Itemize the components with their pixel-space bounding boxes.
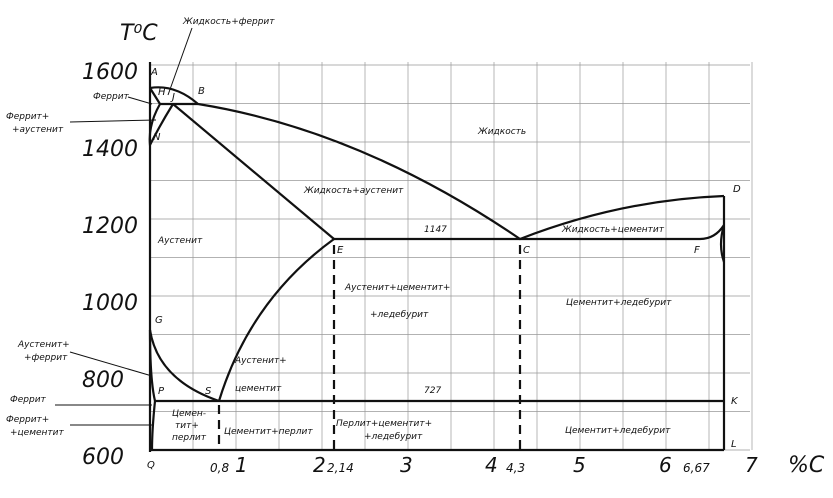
temperature-label: 727 (424, 386, 441, 396)
point-label: H (158, 87, 166, 98)
region-label: Феррит (93, 92, 130, 102)
region-label: цементит (235, 384, 282, 394)
region-label: Цементит+ледебурит (566, 298, 672, 308)
point-label: E (337, 245, 344, 256)
point-label: F (694, 245, 700, 256)
point-label: L (731, 439, 737, 450)
x-tick-label: 4 (485, 453, 498, 477)
point-label: Q (147, 460, 155, 471)
x-tick-label: 2 (313, 453, 326, 477)
x-tick-label: 6 (659, 453, 672, 477)
point-labels: A H J B N E C D F G S P K Q L (147, 67, 741, 471)
x-tick-label: 0,8 (210, 461, 229, 475)
point-label: A (150, 67, 158, 78)
temperature-label: 1147 (424, 225, 447, 235)
y-ticks: 1600 1400 1200 1000 800 600 (82, 60, 138, 470)
region-label: Феррит+ (6, 415, 49, 425)
region-label: Аустенит+ (234, 356, 287, 366)
point-label: D (733, 184, 741, 195)
leader-lines (55, 27, 193, 426)
x-axis-label: %C (788, 453, 825, 478)
region-label: Аустенит+цементит+ (344, 283, 450, 293)
point-label: N (153, 132, 161, 143)
region-label: тит+ (175, 421, 199, 431)
point-label: J (170, 92, 175, 103)
point-label: S (205, 386, 212, 397)
region-label: Цементит+ледебурит (565, 426, 671, 436)
phase-lines (148, 62, 726, 452)
y-tick-label: 800 (82, 368, 124, 393)
point-label: P (158, 386, 165, 397)
region-label: +ледебурит (364, 432, 423, 442)
region-label: +ледебурит (370, 310, 429, 320)
x-tick-label: 3 (400, 453, 413, 477)
region-label: Феррит (10, 395, 47, 405)
y-tick-label: 1200 (82, 214, 138, 239)
region-label: +аустенит (12, 125, 64, 135)
point-label: C (523, 245, 530, 256)
y-tick-label: 1000 (82, 291, 138, 316)
region-label: Цементит+перлит (224, 427, 313, 437)
region-label: Жидкость+феррит (182, 17, 275, 27)
region-label: Жидкость+цементит (561, 225, 665, 235)
point-label: G (155, 315, 163, 326)
region-labels: Жидкость+феррит Феррит Феррит+ +аустенит… (6, 17, 672, 443)
region-label: Жидкость (477, 127, 526, 137)
region-label: +феррит (24, 353, 68, 363)
x-tick-label: 5 (573, 453, 586, 477)
x-ticks: 0,8 1 2 2,14 3 4 4,3 5 6 6,67 7 (210, 453, 758, 477)
x-tick-label: 6,67 (683, 461, 710, 475)
point-label: K (731, 396, 739, 407)
point-label: B (198, 86, 205, 97)
region-label: +цементит (10, 428, 65, 438)
y-axis-label: T⁰C (120, 21, 158, 46)
x-tick-label: 4,3 (506, 461, 525, 475)
region-label: Цемен- (172, 409, 206, 419)
y-tick-label: 1600 (82, 60, 138, 85)
region-label: Феррит+ (6, 112, 49, 122)
region-label: Аустенит (157, 236, 203, 246)
x-tick-label: 7 (745, 453, 758, 477)
region-label: перлит (172, 433, 207, 443)
region-label: Жидкость+аустенит (303, 186, 404, 196)
y-tick-label: 600 (82, 445, 124, 470)
x-tick-label: 1 (235, 453, 248, 477)
region-label: Перлит+цементит+ (336, 419, 432, 429)
y-tick-label: 1400 (82, 137, 138, 162)
region-label: Аустенит+ (17, 340, 70, 350)
grid (149, 62, 753, 451)
x-tick-label: 2,14 (327, 461, 354, 475)
